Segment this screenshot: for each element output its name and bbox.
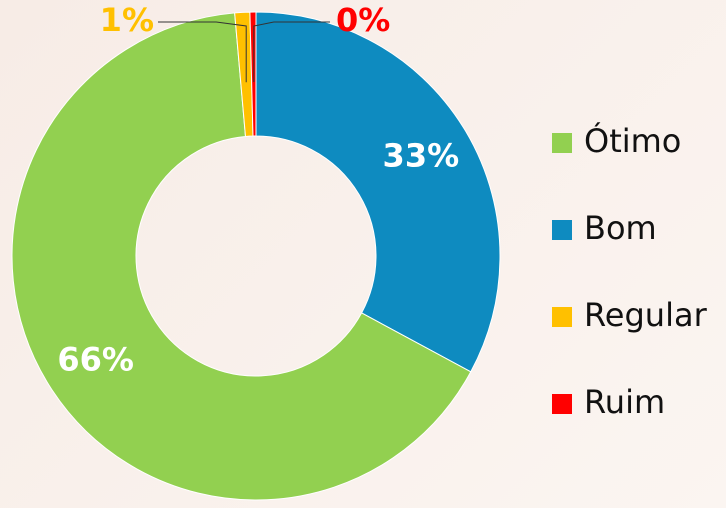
legend-swatch bbox=[552, 133, 572, 153]
donut-slice bbox=[255, 11, 501, 373]
legend-label: Regular bbox=[584, 296, 708, 334]
legend-label: Ótimo bbox=[584, 121, 681, 160]
legend-swatch bbox=[552, 394, 572, 414]
data-label: 0% bbox=[336, 1, 390, 39]
legend-label: Ruim bbox=[584, 383, 665, 421]
data-label: 33% bbox=[383, 137, 460, 175]
data-label: 1% bbox=[100, 1, 154, 39]
leader-line bbox=[253, 21, 330, 83]
data-label: 66% bbox=[57, 341, 134, 379]
legend-swatch bbox=[552, 220, 572, 240]
legend-label: Bom bbox=[584, 209, 657, 247]
donut-slice bbox=[249, 11, 257, 137]
donut-slice bbox=[11, 12, 472, 501]
leader-line bbox=[158, 21, 247, 83]
legend-swatch bbox=[552, 307, 572, 327]
